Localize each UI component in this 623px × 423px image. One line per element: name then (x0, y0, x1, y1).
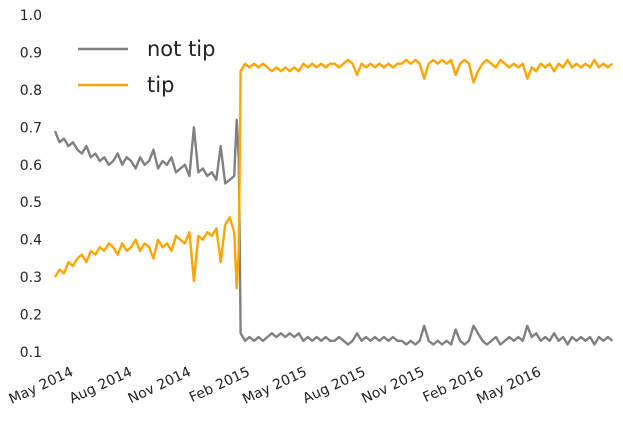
x-tick-label: May 2016 (474, 364, 543, 408)
x-tick-label: Aug 2014 (67, 364, 135, 407)
y-tick-label: 0.6 (20, 158, 42, 174)
series-lines (53, 58, 614, 346)
legend: not tip tip (78, 37, 215, 97)
y-tick-label: 0.1 (20, 345, 42, 361)
y-tick-label: 0.9 (20, 45, 42, 61)
legend-label-not-tip: not tip (147, 37, 215, 61)
y-tick-label: 0.2 (20, 308, 42, 324)
x-tick-label: May 2014 (7, 364, 76, 408)
y-tick-label: 0.3 (20, 270, 42, 286)
y-tick-label: 0.4 (20, 233, 42, 249)
x-tick-label: Nov 2014 (126, 364, 194, 407)
y-tick-label: 1.0 (20, 8, 42, 24)
series-line-not-tip (53, 118, 614, 346)
y-axis-ticks: 0.1 0.2 0.3 0.4 0.5 0.6 0.7 0.8 0.9 1.0 (20, 8, 42, 361)
y-tick-label: 0.7 (20, 120, 42, 136)
x-tick-label: May 2015 (240, 364, 309, 408)
series-line-tip (53, 58, 614, 290)
x-tick-label: Nov 2015 (359, 364, 427, 407)
legend-label-tip: tip (147, 73, 174, 97)
x-tick-label: Aug 2015 (300, 364, 368, 407)
y-tick-label: 0.5 (20, 195, 42, 211)
y-tick-label: 0.8 (20, 83, 42, 99)
